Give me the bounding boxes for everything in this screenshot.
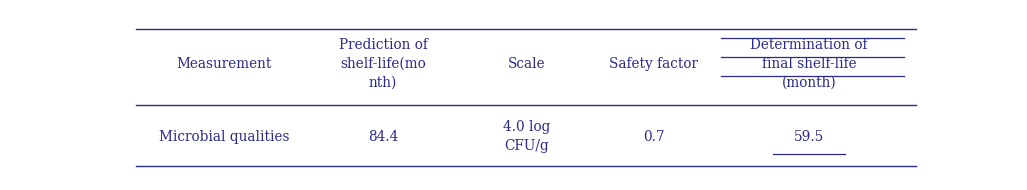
Text: 0.7: 0.7: [643, 130, 664, 144]
Text: Measurement: Measurement: [177, 57, 271, 71]
Text: 4.0 log
CFU/g: 4.0 log CFU/g: [502, 120, 550, 153]
Text: Safety factor: Safety factor: [609, 57, 698, 71]
Text: Determination of
final shelf-life
(month): Determination of final shelf-life (month…: [750, 38, 868, 90]
Text: Prediction of
shelf-life(mo
nth): Prediction of shelf-life(mo nth): [339, 38, 427, 90]
Text: 84.4: 84.4: [368, 130, 398, 144]
Text: Scale: Scale: [507, 57, 545, 71]
Text: 59.5: 59.5: [794, 130, 824, 144]
Text: Microbial qualities: Microbial qualities: [158, 130, 290, 144]
